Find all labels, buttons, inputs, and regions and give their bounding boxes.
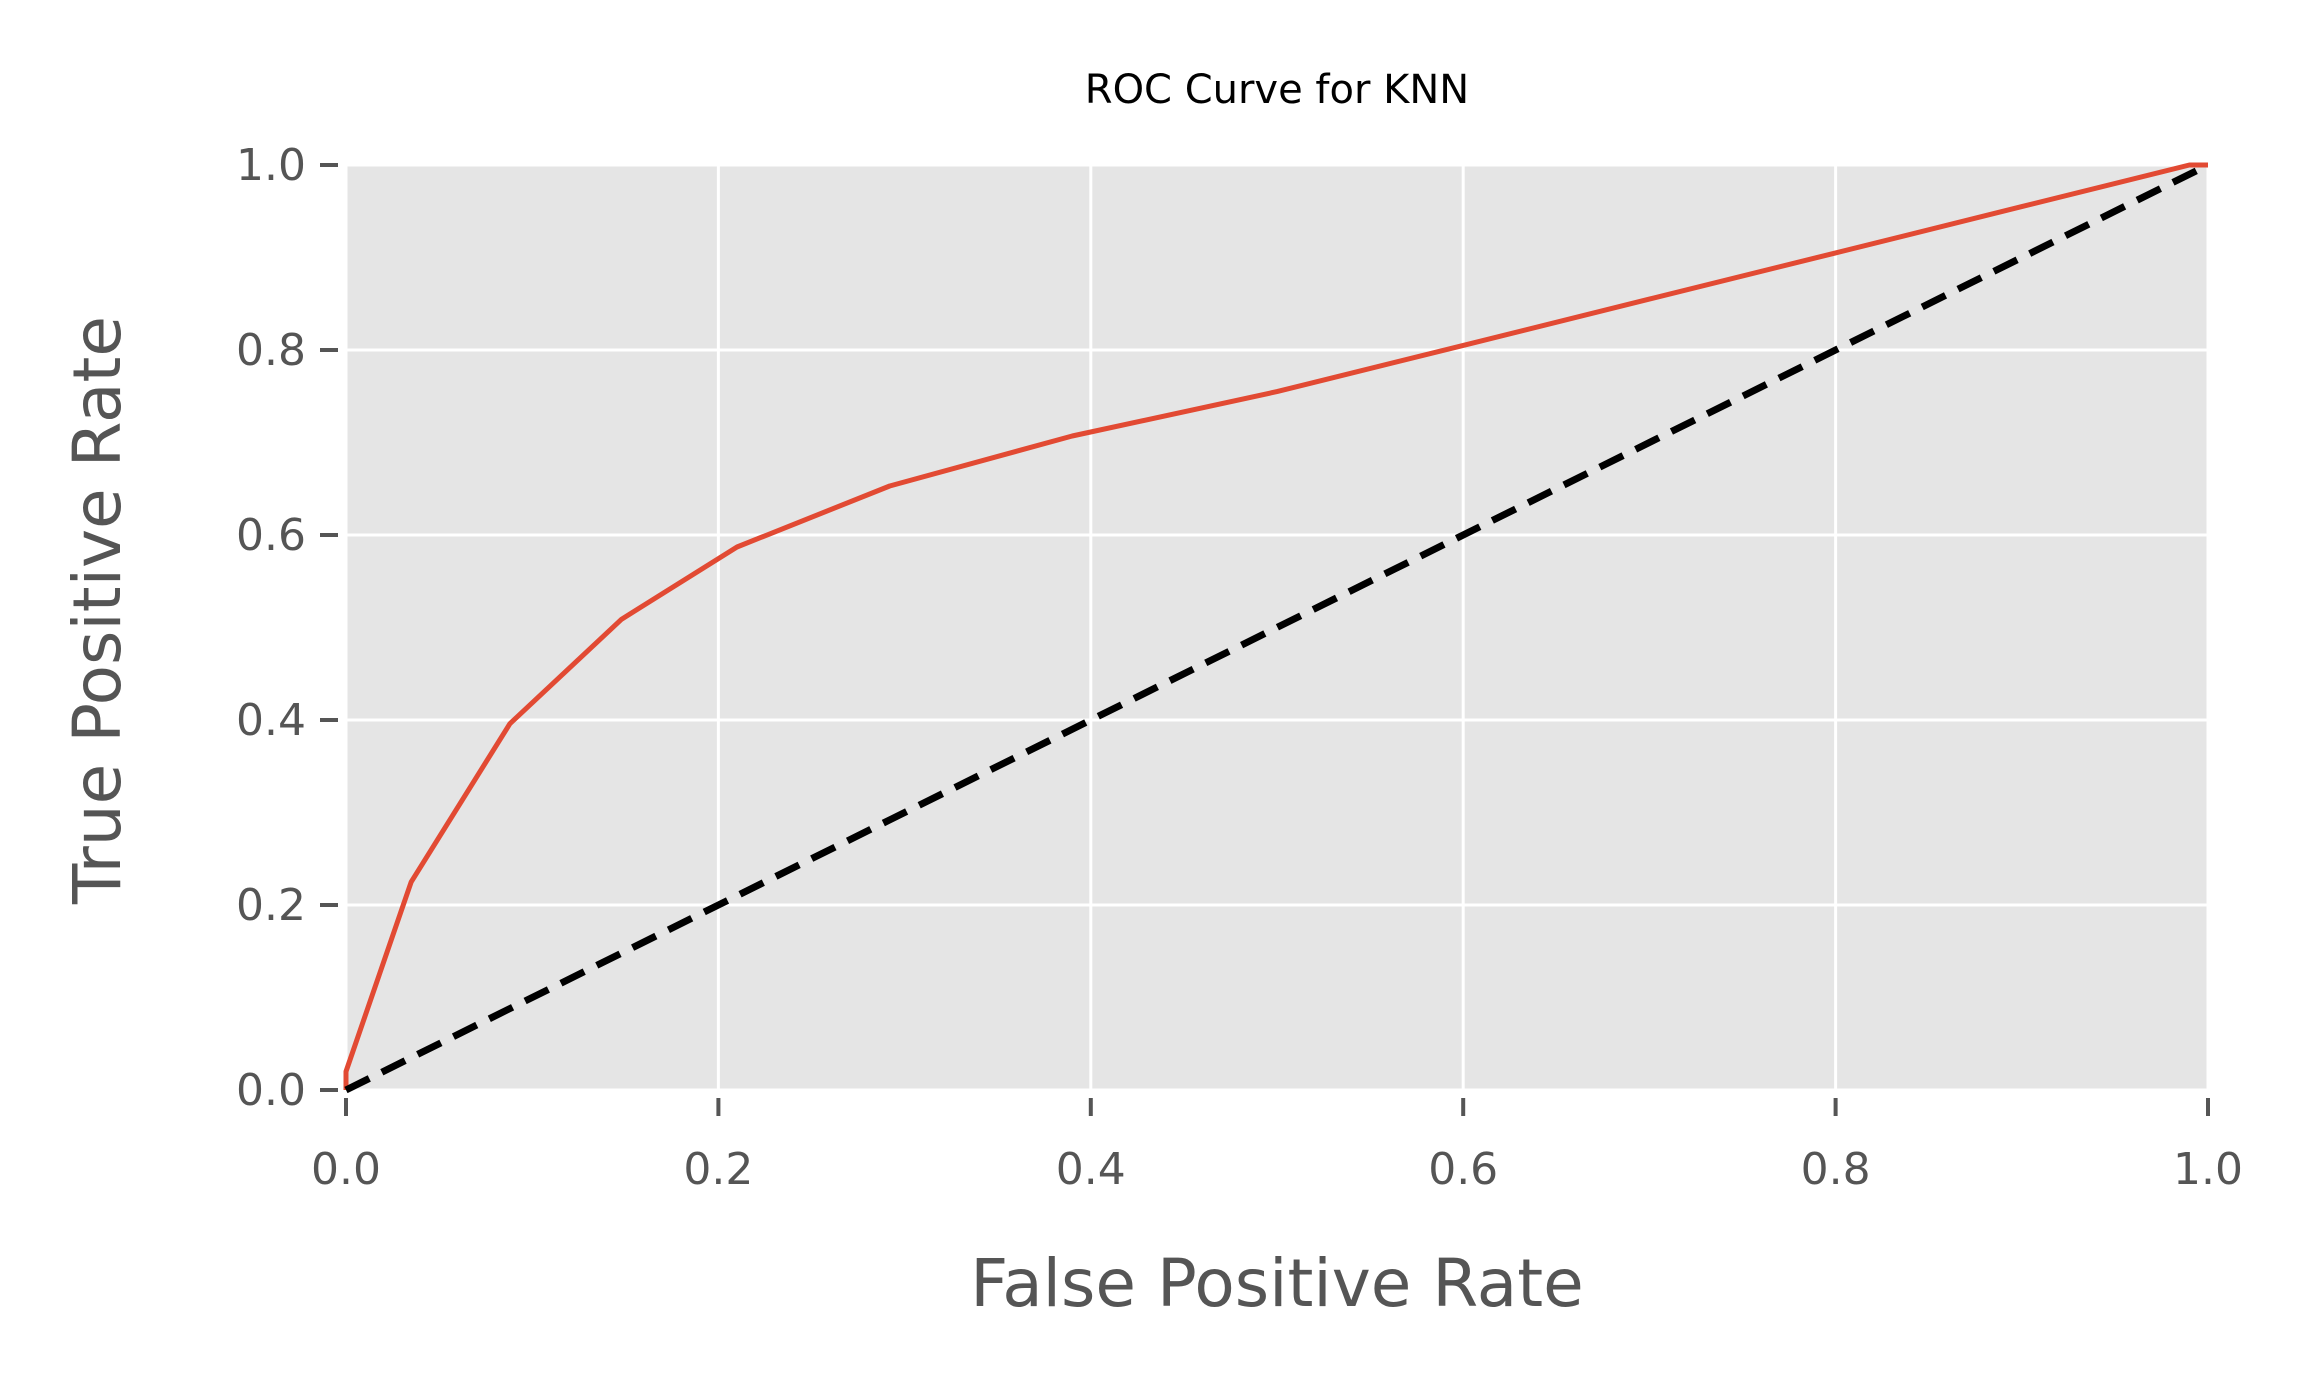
y-tick-label: 1.0	[236, 140, 306, 191]
series-layer	[343, 161, 2210, 1094]
y-tick-label: 0.8	[236, 325, 306, 376]
roc-curve-line	[343, 162, 2208, 1090]
y-tick-label: 0.2	[236, 880, 306, 931]
y-tick-label: 0.6	[236, 510, 306, 561]
x-axis-label: False Positive Rate	[970, 1245, 1583, 1322]
chance-diagonal-line	[344, 161, 2210, 1094]
y-axis-label: True Positive Rate	[59, 316, 136, 905]
grid	[344, 163, 2210, 1092]
y-tick-label: 0.0	[236, 1065, 306, 1116]
y-axis: 0.0 0.2 0.4 0.6 0.8 1.0	[236, 140, 338, 1116]
x-tick-label: 1.0	[2173, 1144, 2243, 1195]
x-tick-label: 0.6	[1428, 1144, 1498, 1195]
x-tick-label: 0.0	[311, 1144, 381, 1195]
x-axis: 0.0 0.2 0.4 0.6 0.8 1.0	[311, 1098, 2243, 1195]
chart-title: ROC Curve for KNN	[1085, 67, 1469, 113]
x-tick-label: 0.8	[1801, 1144, 1871, 1195]
x-tick-label: 0.4	[1056, 1144, 1126, 1195]
y-tick-label: 0.4	[236, 695, 306, 746]
x-tick-label: 0.2	[683, 1144, 753, 1195]
